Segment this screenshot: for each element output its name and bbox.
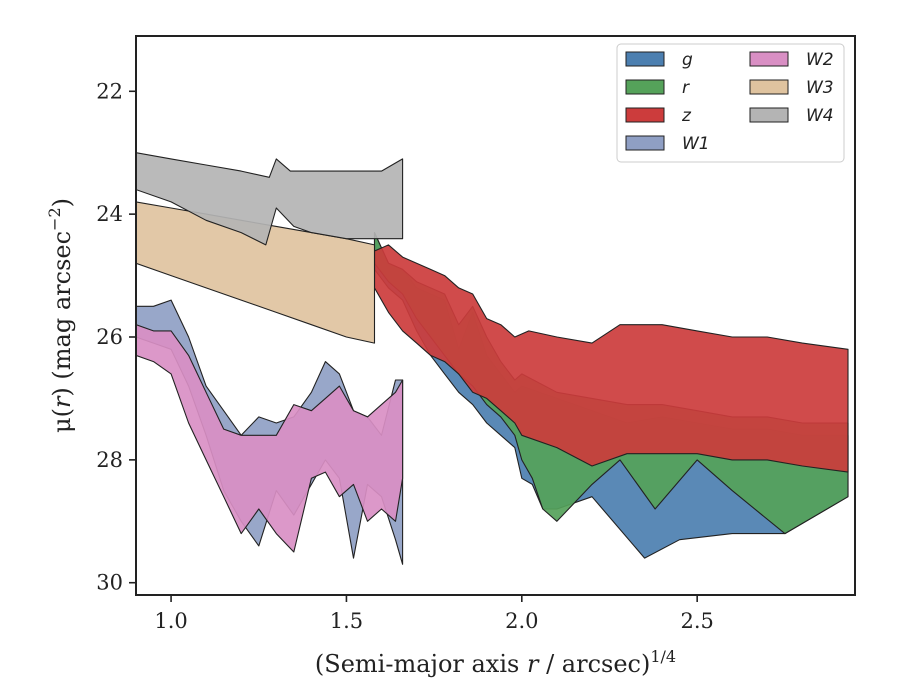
y-tick-label: 24 — [96, 202, 123, 226]
x-tick-label: 2.5 — [680, 609, 713, 633]
legend-label-W4: W4 — [806, 106, 834, 126]
legend-swatch-W2 — [749, 51, 789, 67]
legend-swatch-W4 — [749, 107, 789, 123]
legend-swatch-W1 — [625, 135, 665, 151]
legend-label-W2: W2 — [806, 50, 834, 70]
y-axis-label: μ(r) (mag arcsec−2) — [45, 198, 76, 433]
legend-label-z: z — [681, 106, 692, 126]
series-bands — [136, 152, 849, 565]
x-tick-label: 1.5 — [330, 609, 363, 633]
legend: grz W1 W2 W3 W4 — [616, 43, 845, 163]
legend-label-W3: W3 — [806, 78, 834, 98]
legend-swatch-g — [625, 51, 665, 67]
legend-swatch-r — [625, 79, 665, 95]
y-tick-label: 22 — [96, 79, 123, 103]
y-tick-label: 28 — [96, 448, 123, 472]
band-W2 — [136, 324, 404, 553]
x-tick-label: 2.0 — [505, 609, 538, 633]
legend-label-g: g — [682, 50, 693, 70]
band-W4 — [136, 152, 404, 246]
band-z — [373, 244, 849, 473]
legend-label-r: r — [682, 78, 690, 98]
x-axis-label: (Semi-major axis r / arcsec)1/4 — [315, 647, 676, 678]
y-tick-label: 30 — [96, 571, 123, 595]
x-axis: 1.0 1.5 2.0 2.5 — [154, 595, 714, 633]
y-tick-label: 26 — [96, 325, 123, 349]
y-axis: 22 24 26 28 30 — [96, 79, 136, 595]
x-tick-label: 1.0 — [154, 609, 187, 633]
plot-frame — [135, 35, 856, 596]
legend-label-W1: W1 — [682, 134, 710, 154]
legend-swatch-W3 — [749, 79, 789, 95]
legend-box — [616, 43, 845, 163]
legend-swatch-z — [625, 107, 665, 123]
